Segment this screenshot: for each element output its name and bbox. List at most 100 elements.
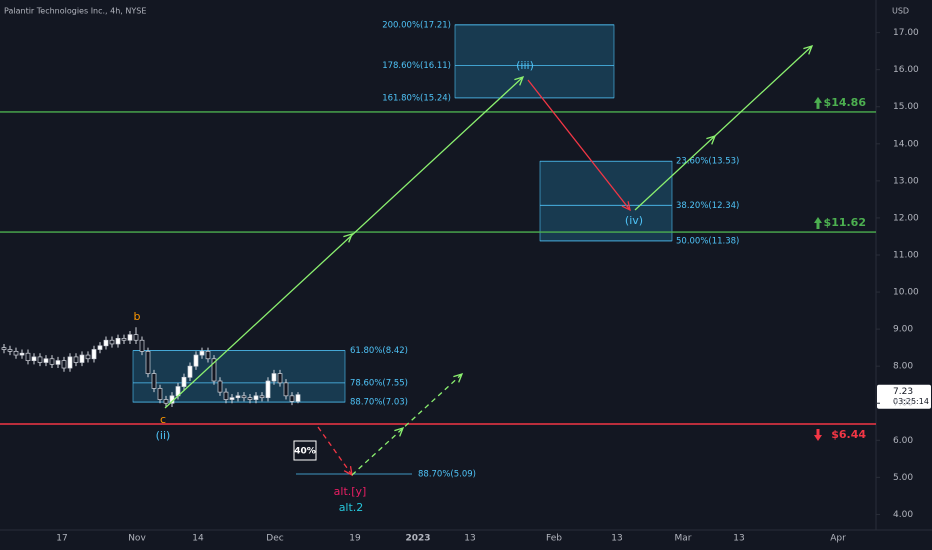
currency: USD — [892, 7, 909, 16]
candle-body — [127, 334, 133, 341]
projection-arrow — [164, 76, 524, 409]
candle-body — [253, 395, 259, 400]
y-tick-label: 4.00 — [893, 510, 913, 520]
x-tick-label: Dec — [266, 534, 283, 544]
fib-zone — [454, 24, 615, 99]
wave-label: alt.2 — [339, 501, 364, 514]
candle-body — [67, 356, 73, 369]
level-label: $11.62 — [824, 216, 866, 229]
y-tick-label: 8.00 — [893, 362, 913, 372]
fib-label: 38.20%(12.34) — [676, 201, 739, 211]
last-price-label: 7.23 — [893, 387, 913, 397]
projection-arrow — [634, 45, 813, 211]
fib-label: 78.60%(7.55) — [350, 378, 408, 388]
candle-body — [289, 395, 295, 402]
candle-body — [151, 373, 157, 389]
y-tick-label: 10.00 — [893, 288, 919, 298]
x-tick-label: 13 — [611, 534, 622, 544]
candle-body — [271, 373, 277, 382]
wave-label: alt.[y] — [334, 485, 367, 498]
fib-label: 50.00%(11.38) — [676, 236, 739, 246]
fib-label: 88.70%(7.03) — [350, 398, 408, 408]
candle-body — [73, 356, 79, 363]
candle-body — [31, 356, 37, 361]
candle-body — [91, 349, 97, 360]
candle-body — [79, 354, 85, 363]
y-tick-label: 15.00 — [893, 102, 919, 112]
y-tick-label: 16.00 — [893, 65, 919, 75]
x-tick-label: 13 — [733, 534, 744, 544]
probability-label: 40% — [294, 447, 316, 457]
candle-body — [235, 395, 241, 399]
candle-body — [25, 352, 31, 361]
fib-label: 161.80%(15.24) — [382, 93, 451, 103]
candle-body — [205, 351, 211, 360]
x-tick-label: 17 — [56, 534, 67, 544]
wave-label: b — [134, 310, 141, 323]
candle-body — [181, 376, 187, 387]
candle-body — [265, 380, 271, 399]
x-tick-label: Nov — [128, 534, 146, 544]
x-tick-label: 14 — [192, 534, 204, 544]
candle-body — [43, 358, 49, 363]
candle-body — [121, 338, 127, 341]
candle-body — [295, 394, 301, 402]
y-tick-label: 17.00 — [893, 28, 919, 38]
x-tick-label: 19 — [349, 534, 361, 544]
y-tick-label: 9.00 — [893, 325, 913, 335]
candle-body — [13, 351, 19, 356]
candle-body — [199, 351, 205, 356]
candle-body — [193, 354, 199, 367]
arrow-head — [394, 426, 405, 437]
x-tick-label: 13 — [464, 534, 475, 544]
candle-body — [229, 397, 235, 400]
level-label: $6.44 — [831, 428, 866, 441]
wave-label: (iii) — [516, 59, 534, 72]
y-tick-label: 12.00 — [893, 213, 919, 223]
candle-body — [187, 365, 193, 378]
candle-body — [133, 334, 139, 341]
level-label: $14.86 — [824, 96, 867, 109]
projection-arrow — [527, 79, 631, 211]
arrow-head — [621, 201, 631, 212]
y-tick-label: 6.00 — [893, 436, 913, 446]
arrow-head — [453, 372, 464, 383]
fib-label: 61.80%(8.42) — [350, 346, 408, 356]
candle-body — [103, 339, 109, 347]
candle-body — [145, 351, 151, 374]
x-tick-label: Mar — [675, 534, 692, 544]
candle-body — [223, 391, 229, 400]
wave-label: (ii) — [156, 429, 171, 442]
candle-body — [109, 339, 115, 345]
level-arrow — [814, 429, 822, 441]
arrow-head — [343, 232, 354, 243]
y-tick-label: 14.00 — [893, 139, 919, 149]
candle-body — [97, 345, 103, 350]
candle-body — [247, 397, 253, 400]
candle-body — [61, 360, 67, 369]
chart-title: Palantir Technologies Inc., 4h, NYSE — [4, 7, 146, 16]
fib-label: 200.00%(17.21) — [382, 20, 451, 30]
wave-label: (iv) — [625, 214, 643, 227]
candle-body — [211, 358, 217, 382]
level-arrow — [814, 217, 822, 230]
x-tick-label: 2023 — [405, 534, 430, 544]
candle-body — [277, 373, 283, 384]
last-price-box — [877, 384, 931, 409]
arrow-head — [514, 75, 525, 86]
y-tick-label: 5.00 — [893, 473, 913, 483]
candle-body — [55, 360, 61, 365]
candle-body — [85, 354, 91, 360]
candle-body — [49, 358, 55, 365]
candle-body — [241, 395, 247, 399]
wave-label: c — [160, 413, 166, 426]
fib-zone — [132, 350, 346, 403]
candle-body — [7, 349, 13, 352]
candle-body — [37, 356, 43, 363]
candle-body — [157, 388, 163, 400]
candle-body — [163, 399, 169, 404]
projection-arrow — [317, 426, 353, 476]
candle-body — [259, 395, 265, 399]
arrow-head — [803, 44, 814, 55]
